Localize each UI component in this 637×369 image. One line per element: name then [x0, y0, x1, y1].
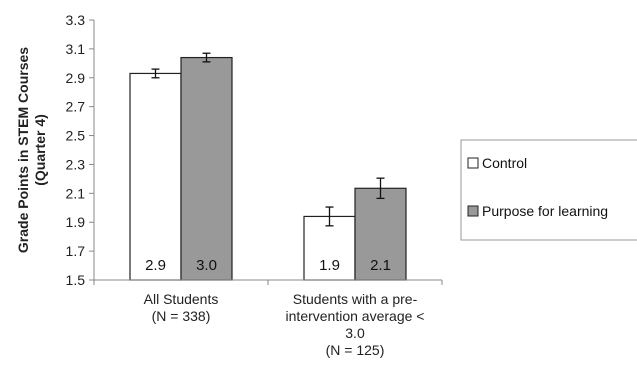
- y-tick-label: 2.1: [66, 185, 86, 201]
- data-label: 2.9: [145, 257, 166, 274]
- y-tick-label: 2.3: [66, 156, 86, 172]
- y-axis-title: Grade Points in STEM Courses(Quarter 4): [15, 47, 48, 253]
- legend-entry: Control: [482, 155, 527, 171]
- category-label-line: (N = 125): [326, 342, 385, 358]
- y-tick-label: 1.9: [66, 214, 86, 230]
- legend: Control Purpose for learning: [460, 139, 637, 241]
- category-label-line: 3.0: [345, 325, 365, 341]
- category-label-line: intervention average <: [286, 308, 425, 324]
- category-label: Students with a pre-intervention average…: [286, 291, 425, 358]
- bars: 2.9 3.0 1.9 2.1: [129, 52, 407, 281]
- bar-1-0: [180, 56, 233, 281]
- y-axis-title-line: (Quarter 4): [32, 114, 48, 186]
- data-label: 3.0: [196, 257, 217, 274]
- legend-swatch: [467, 205, 479, 217]
- legend-swatch: [467, 157, 479, 169]
- y-axis-ticks: 1.5 1.7 1.9 2.1 2.3 2.5 2.7 2.9 3.1 3.3: [66, 12, 95, 288]
- data-label: 1.9: [319, 257, 340, 274]
- x-axis: All Students (N = 338) Students with a pre…: [93, 279, 443, 358]
- y-axis-label: Grade Points in STEM Courses(Quarter 4): [15, 47, 48, 253]
- y-tick-label: 2.5: [66, 128, 86, 144]
- legend-box: [460, 139, 637, 241]
- y-tick-label: 1.5: [66, 272, 86, 288]
- legend-entry: Purpose for learning: [482, 203, 608, 219]
- bar-0-0: [129, 72, 182, 281]
- y-axis-title-line: Grade Points in STEM Courses: [15, 47, 31, 253]
- category-label-line: Students with a pre-: [293, 291, 418, 307]
- bar-0-1: [303, 215, 356, 281]
- category-label: All Students (N = 338): [144, 291, 219, 324]
- data-label: 2.1: [370, 257, 391, 274]
- category-label-line: (N = 338): [152, 308, 211, 324]
- y-tick-label: 2.7: [66, 99, 86, 115]
- y-tick-label: 3.3: [66, 12, 86, 28]
- bar-1-1: [354, 187, 407, 281]
- category-label-line: All Students: [144, 291, 219, 307]
- y-tick-label: 1.7: [66, 243, 86, 259]
- y-tick-label: 2.9: [66, 70, 86, 86]
- y-tick-label: 3.1: [66, 41, 86, 57]
